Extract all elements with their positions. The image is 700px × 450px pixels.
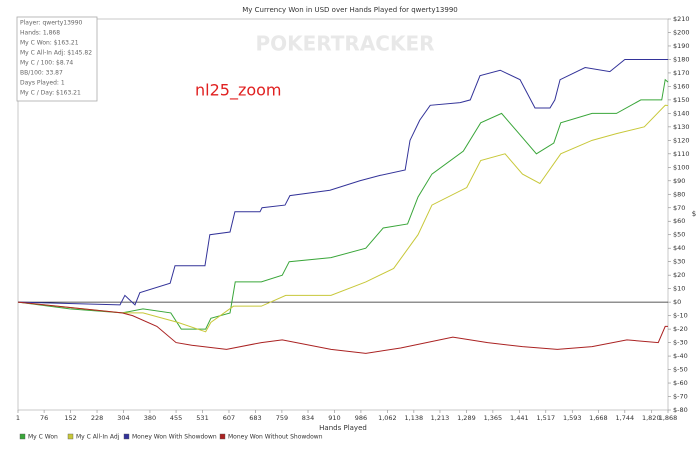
y-tick-label: $160 bbox=[673, 82, 690, 90]
x-tick-label: 1,289 bbox=[457, 414, 476, 422]
x-tick-label: 910 bbox=[328, 414, 340, 422]
stats-line: My C All-In Adj: $145.82 bbox=[20, 50, 92, 57]
legend-label: My C All-In Adj bbox=[76, 434, 120, 441]
y-tick-label: $-50 bbox=[673, 366, 688, 374]
plot-frame bbox=[17, 18, 669, 411]
y-tick-label: $100 bbox=[673, 163, 690, 171]
y-tick-label: $30 bbox=[673, 258, 685, 266]
x-tick-label: 607 bbox=[223, 414, 235, 422]
x-tick-label: 1,365 bbox=[484, 414, 503, 422]
x-tick-label: 1,138 bbox=[405, 414, 424, 422]
x-tick-label: 1,868 bbox=[659, 414, 678, 422]
stats-box bbox=[16, 16, 98, 102]
watermark: POKERTRACKER bbox=[255, 32, 434, 56]
x-tick-label: 1,593 bbox=[563, 414, 582, 422]
x-tick-label: 1 bbox=[16, 414, 20, 422]
y-tick-label: $20 bbox=[673, 271, 685, 279]
stats-line: My C / 100: $8.74 bbox=[20, 60, 73, 67]
y-tick-label: $110 bbox=[673, 150, 690, 158]
legend-swatch bbox=[219, 433, 226, 440]
x-tick-label: 986 bbox=[355, 414, 367, 422]
y-tick-label: $-70 bbox=[673, 393, 688, 401]
x-tick-label: 228 bbox=[91, 414, 103, 422]
y-tick-label: $170 bbox=[673, 69, 690, 77]
y-tick-label: $-60 bbox=[673, 379, 688, 387]
y-tick-label: $120 bbox=[673, 136, 690, 144]
series-line bbox=[17, 78, 669, 330]
y-tick-label: $60 bbox=[673, 217, 685, 225]
x-axis-label: Hands Played bbox=[319, 424, 367, 432]
y-tick-label: $-10 bbox=[673, 312, 688, 320]
legend-swatch bbox=[123, 433, 130, 440]
x-tick-label: 759 bbox=[276, 414, 288, 422]
y-tick-label: $190 bbox=[673, 42, 690, 50]
x-tick-label: 683 bbox=[249, 414, 261, 422]
x-tick-label: 152 bbox=[64, 414, 76, 422]
legend-swatch bbox=[67, 433, 74, 440]
x-tick-label: 1,441 bbox=[510, 414, 529, 422]
legend-label: Money Won With Showdown bbox=[132, 434, 217, 441]
stats-line: My C / Day: $163.21 bbox=[20, 90, 81, 97]
series-line bbox=[17, 301, 668, 354]
x-tick-label: 380 bbox=[144, 414, 156, 422]
x-tick-label: 834 bbox=[302, 414, 314, 422]
legend-label: My C Won bbox=[28, 434, 58, 441]
y-tick-label: $210 bbox=[673, 15, 690, 23]
y-tick-label: $-80 bbox=[673, 406, 688, 414]
stats-line: Hands: 1,868 bbox=[20, 30, 60, 37]
x-tick-label: 304 bbox=[117, 414, 129, 422]
y-axis-label: $ bbox=[692, 210, 696, 218]
x-tick-label: 1,820 bbox=[642, 414, 661, 422]
y-tick-label: $-30 bbox=[673, 339, 688, 347]
y-tick-label: $40 bbox=[673, 244, 685, 252]
x-tick-label: 76 bbox=[40, 414, 48, 422]
x-tick-label: 531 bbox=[196, 414, 208, 422]
stats-line: My C Won: $163.21 bbox=[20, 40, 79, 47]
y-tick-label: $10 bbox=[673, 285, 685, 293]
x-tick-label: 1,213 bbox=[431, 414, 450, 422]
y-tick-label: $70 bbox=[673, 204, 685, 212]
legend-label: Money Won Without Showdown bbox=[228, 434, 323, 441]
x-tick-label: 1,668 bbox=[589, 414, 608, 422]
annotation: nl25_zoom bbox=[195, 81, 282, 101]
x-tick-label: 1,517 bbox=[536, 414, 555, 422]
y-tick-label: $130 bbox=[673, 123, 690, 131]
y-tick-label: $50 bbox=[673, 231, 685, 239]
series-line bbox=[17, 58, 668, 306]
y-tick-label: $200 bbox=[673, 28, 690, 36]
y-tick-label: $80 bbox=[673, 190, 685, 198]
stats-line: Player: qwerty13990 bbox=[20, 20, 83, 27]
stats-line: BB/100: 33.87 bbox=[20, 70, 63, 77]
chart-title: My Currency Won in USD over Hands Played… bbox=[242, 6, 458, 14]
x-tick-label: 1,744 bbox=[616, 414, 635, 422]
legend-swatch bbox=[19, 433, 26, 440]
y-tick-label: $150 bbox=[673, 96, 690, 104]
series-line bbox=[17, 104, 669, 333]
stats-line: Days Played: 1 bbox=[20, 80, 65, 87]
x-tick-label: 1,062 bbox=[378, 414, 397, 422]
y-tick-label: $140 bbox=[673, 109, 690, 117]
x-tick-label: 455 bbox=[170, 414, 182, 422]
y-tick-label: $180 bbox=[673, 55, 690, 63]
y-tick-label: $-40 bbox=[673, 352, 688, 360]
y-tick-label: $-20 bbox=[673, 325, 688, 333]
y-tick-label: $90 bbox=[673, 177, 685, 185]
y-tick-label: $0 bbox=[673, 298, 681, 306]
